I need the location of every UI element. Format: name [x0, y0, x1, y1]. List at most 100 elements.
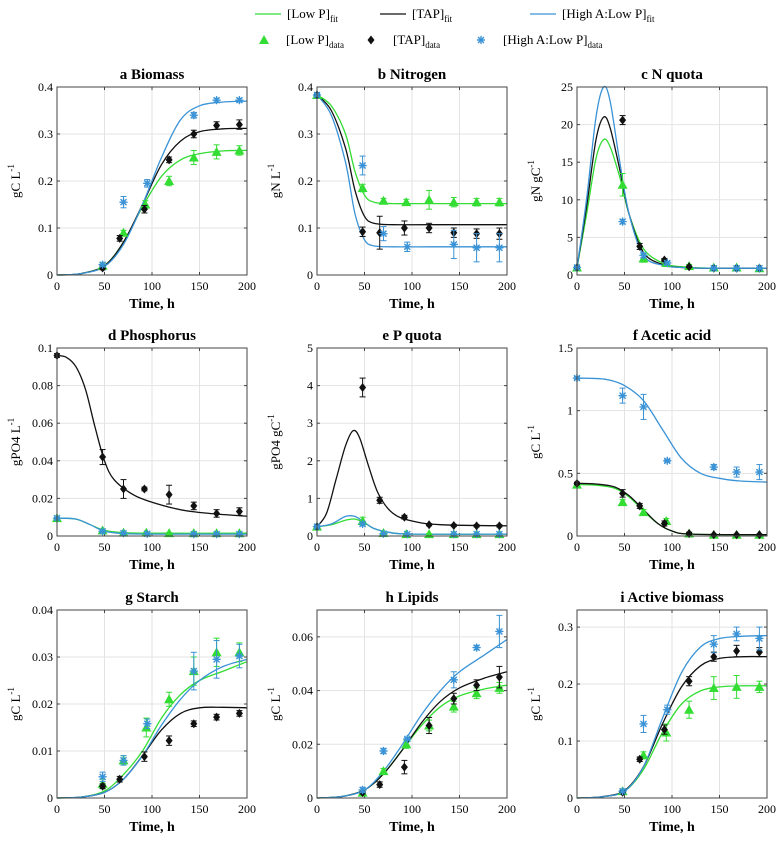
- y-tick-label: 25: [561, 80, 573, 94]
- panel-b: 0 50 100 150 200 0 0.1 0.2 0.3 0.4 b Nitrogen Time,…: [266, 67, 516, 312]
- y-tick-label: 0.4: [298, 80, 313, 94]
- y-axis-label: gPO4 L-1: [6, 418, 23, 466]
- data-point-high: [119, 197, 128, 207]
- y-tick-label: 0.2: [38, 174, 53, 188]
- data-point-tap: [376, 780, 384, 790]
- data-point-lowp: [638, 507, 649, 517]
- data-point-high: [709, 462, 718, 472]
- fit-line-lowp: [316, 94, 507, 205]
- data-point-high: [495, 529, 504, 539]
- data-point-tap: [710, 530, 718, 540]
- data-point-high: [379, 229, 388, 238]
- data-point-tap: [359, 227, 367, 237]
- data-point-tap: [165, 490, 173, 500]
- panel-i: 0 50 100 150 200 0 0.1 0.2 0.3 i Active biomass Ti…: [526, 590, 776, 835]
- legend-marker-1: [367, 35, 375, 45]
- x-tick-label: 150: [451, 540, 469, 554]
- y-axis-label: gN gC-1: [526, 160, 543, 202]
- data-point-high: [663, 258, 672, 268]
- y-tick-label: 0.08: [32, 379, 53, 393]
- data-point-tap: [116, 233, 124, 243]
- x-tick-label: 200: [758, 802, 776, 816]
- x-tick-label: 200: [758, 540, 776, 554]
- panel-title: b Nitrogen: [378, 67, 447, 83]
- x-tick-label: 50: [619, 279, 631, 293]
- legend-data-label-2: [High A:Low P]data: [503, 32, 603, 50]
- data-point-high: [732, 264, 741, 273]
- data-point-tap: [450, 694, 458, 704]
- x-tick-label: 200: [238, 540, 256, 554]
- data-point-high: [189, 666, 199, 676]
- panel-title: d Phosphorus: [108, 328, 196, 344]
- data-point-tap: [99, 781, 107, 791]
- y-tick-label: 0.2: [298, 174, 313, 188]
- x-tick-label: 150: [191, 802, 209, 816]
- data-point-lowp: [141, 722, 152, 732]
- data-point-high: [98, 260, 107, 269]
- data-point-tap: [140, 204, 148, 214]
- y-tick-label: 0.02: [292, 737, 313, 751]
- data-point-high: [663, 456, 672, 465]
- fit-line-tap: [316, 94, 507, 226]
- x-tick-label: 100: [143, 802, 161, 816]
- data-point-tap: [495, 521, 503, 531]
- data-point-lowp: [164, 694, 175, 704]
- panel-g: 0 50 100 150 200 0 0.01 0.02 0.03 0.04 g Starch Tim…: [6, 590, 256, 835]
- data-point-tap: [685, 262, 693, 272]
- y-tick-label: 15: [561, 155, 573, 169]
- x-tick-label: 100: [403, 540, 421, 554]
- data-point-high: [639, 251, 648, 260]
- y-tick-label: 0.1: [38, 221, 53, 235]
- data-point-high: [212, 655, 221, 664]
- data-point-tap: [473, 521, 481, 531]
- x-axis-label: Time, h: [649, 297, 695, 312]
- data-point-lowp: [754, 681, 765, 691]
- x-tick-label: 0: [54, 279, 60, 293]
- panel-title: e P quota: [382, 328, 442, 344]
- x-axis-label: Time, h: [389, 297, 435, 312]
- x-axis-label: Time, h: [649, 558, 695, 573]
- data-point-high: [403, 734, 412, 744]
- y-tick-label: 0.1: [38, 341, 53, 355]
- data-point-tap: [685, 676, 693, 686]
- y-axis-label: gPO4 gC-1: [266, 414, 283, 470]
- x-tick-label: 50: [99, 540, 111, 554]
- data-point-high: [403, 242, 412, 252]
- data-point-tap: [120, 484, 127, 494]
- x-tick-label: 200: [498, 802, 516, 816]
- x-tick-label: 100: [663, 802, 681, 816]
- data-point-high: [639, 402, 648, 412]
- x-tick-label: 0: [574, 279, 580, 293]
- x-axis-label: Time, h: [129, 820, 175, 835]
- data-point-high: [495, 243, 504, 252]
- data-point-tap: [636, 241, 644, 251]
- panel-title: f Acetic acid: [633, 328, 712, 344]
- data-point-tap: [359, 382, 367, 392]
- y-tick-label: 2: [307, 454, 313, 468]
- y-tick-label: 0.5: [558, 466, 573, 480]
- legend: [Low P]fit [TAP]fit [High A:Low P]fit [Low …: [255, 6, 655, 50]
- data-point-tap: [425, 223, 433, 233]
- y-tick-label: 0.3: [558, 620, 573, 634]
- y-tick-label: 0.06: [292, 630, 313, 644]
- y-tick-label: 0: [567, 268, 573, 282]
- y-tick-label: 0.3: [298, 127, 313, 141]
- y-tick-label: 5: [567, 230, 573, 244]
- data-point-high: [663, 705, 672, 714]
- panel-title: h Lipids: [386, 590, 439, 606]
- data-point-lowp: [617, 179, 628, 189]
- data-point-lowp: [494, 197, 505, 207]
- fit-line-high: [56, 658, 248, 799]
- x-tick-label: 200: [238, 802, 256, 816]
- axes-frame: [56, 86, 248, 276]
- data-point-lowp: [471, 197, 482, 207]
- data-point-high: [358, 161, 367, 170]
- x-tick-label: 0: [314, 802, 320, 816]
- axes-frame: [316, 347, 508, 537]
- data-point-high: [379, 746, 388, 756]
- x-axis-label: Time, h: [129, 558, 175, 573]
- x-tick-label: 200: [238, 279, 256, 293]
- x-tick-label: 0: [574, 802, 580, 816]
- x-tick-label: 100: [403, 802, 421, 816]
- y-tick-label: 5: [307, 341, 313, 355]
